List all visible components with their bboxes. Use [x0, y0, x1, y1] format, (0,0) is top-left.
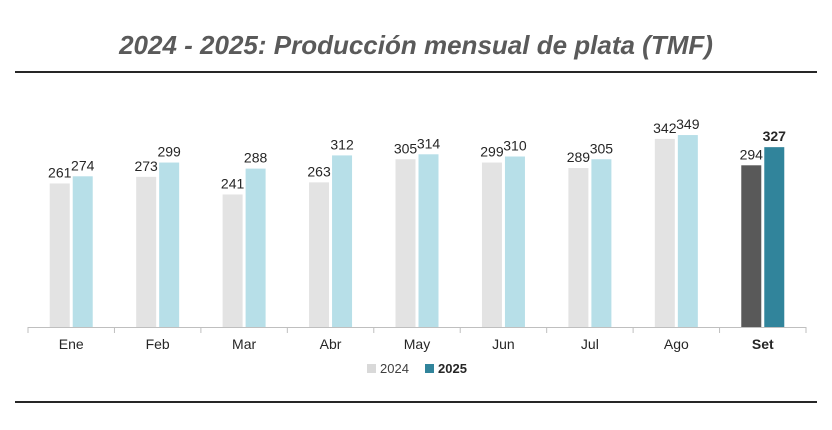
value-label-2024-may: 305 — [394, 140, 418, 156]
bottom-divider — [15, 401, 817, 403]
value-label-2025-may: 314 — [417, 135, 441, 151]
value-label-2025-abr: 312 — [330, 136, 354, 152]
category-labels-group: Ene Feb Mar Abr May Jun Jul Ago Set — [59, 336, 774, 352]
bar-2025-may — [419, 154, 439, 327]
bar-2024-ago — [655, 139, 675, 327]
value-label-2024-jun: 299 — [480, 144, 504, 160]
legend-label-2025: 2025 — [438, 361, 467, 376]
value-label-2025-ene: 274 — [71, 157, 95, 173]
category-label-set: Set — [752, 336, 774, 352]
bar-2024-abr — [309, 182, 329, 327]
value-label-2025-set: 327 — [763, 128, 787, 144]
bar-2025-jun — [505, 157, 525, 328]
bar-2024-ene — [50, 183, 70, 327]
value-label-2025-mar: 288 — [244, 150, 268, 166]
bar-2024-jun — [482, 163, 502, 327]
value-label-2024-ene: 261 — [48, 164, 72, 180]
value-label-2025-jul: 305 — [590, 140, 614, 156]
value-label-2024-mar: 241 — [221, 175, 245, 191]
category-label-feb: Feb — [146, 336, 170, 352]
legend-swatch-2024 — [367, 364, 376, 373]
value-label-2024-ago: 342 — [653, 120, 677, 136]
value-label-2025-ago: 349 — [676, 116, 700, 132]
category-label-abr: Abr — [320, 336, 342, 352]
bar-2025-ene — [73, 176, 93, 327]
category-label-jun: Jun — [492, 336, 515, 352]
value-label-2024-set: 294 — [740, 146, 764, 162]
bar-2024-feb — [136, 177, 156, 327]
category-label-mar: Mar — [232, 336, 256, 352]
bar-2025-set — [764, 147, 784, 327]
category-label-ene: Ene — [59, 336, 84, 352]
legend-swatch-2025 — [425, 364, 434, 373]
bar-2025-ago — [678, 135, 698, 327]
value-label-2025-feb: 299 — [157, 144, 181, 160]
category-label-ago: Ago — [664, 336, 689, 352]
bar-2025-feb — [159, 163, 179, 327]
bar-2025-jul — [591, 159, 611, 327]
value-label-2025-jun: 310 — [503, 138, 527, 154]
value-label-2024-feb: 273 — [134, 158, 158, 174]
bar-2024-jul — [568, 168, 588, 327]
value-label-2024-abr: 263 — [307, 163, 331, 179]
category-label-jul: Jul — [581, 336, 599, 352]
category-label-may: May — [404, 336, 430, 352]
bar-2024-may — [396, 159, 416, 327]
legend: 2024 2025 — [367, 361, 467, 376]
value-label-2024-jul: 289 — [567, 149, 591, 165]
legend-label-2024: 2024 — [380, 361, 409, 376]
bar-2025-abr — [332, 155, 352, 327]
bar-2025-mar — [246, 169, 266, 327]
bars-group — [50, 135, 785, 327]
bar-2024-set — [741, 165, 761, 327]
bar-2024-mar — [223, 194, 243, 327]
